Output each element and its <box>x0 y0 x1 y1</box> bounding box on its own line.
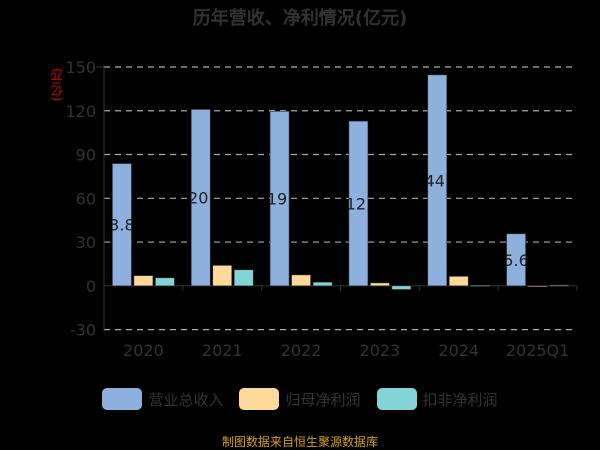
x-tick-label: 2020 <box>123 341 164 360</box>
x-tick-label: 2021 <box>202 341 243 360</box>
bar-2 <box>549 284 569 287</box>
bar-2 <box>312 281 333 287</box>
bar-0 <box>506 233 526 287</box>
bar-2 <box>470 285 491 287</box>
bar-value-label: 119.6 <box>257 190 303 209</box>
legend-label: 扣非净利润 <box>422 390 498 409</box>
bar-0 <box>427 74 448 287</box>
x-tick-label: 2024 <box>438 341 479 360</box>
footer-source: 制图数据来自恒生聚源数据库 <box>221 435 378 449</box>
bar-value-label: 83.82 <box>99 216 145 235</box>
y-tick-label: 150 <box>65 58 96 77</box>
legend-item[interactable]: 营业总收入 <box>102 388 223 410</box>
x-tick-label: 2023 <box>360 341 401 360</box>
legend: 营业总收入 归母净利润 扣非净利润 <box>0 388 600 410</box>
y-tick-label: 30 <box>76 233 96 252</box>
bar-1 <box>212 265 233 287</box>
chart-title: 历年营收、净利情况(亿元) <box>192 8 408 29</box>
legend-label: 营业总收入 <box>148 390 224 409</box>
legend-item[interactable]: 扣非净利润 <box>376 388 498 410</box>
bar-0 <box>112 163 132 287</box>
bar-value-label: 35.68 <box>493 251 539 270</box>
bar-1 <box>448 276 469 287</box>
legend-item[interactable]: 归母净利润 <box>239 388 361 410</box>
y-tick-label: 0 <box>86 277 96 296</box>
bar-2 <box>391 285 412 290</box>
bar-1 <box>370 282 390 287</box>
y-tick-label: -30 <box>70 321 96 340</box>
bar-0 <box>348 120 369 287</box>
bar-value-label: 112.9 <box>336 194 382 213</box>
legend-swatch <box>376 388 417 410</box>
bar-2 <box>233 269 254 287</box>
bar-2 <box>155 277 175 287</box>
bar-1 <box>291 274 311 287</box>
legend-swatch <box>239 388 280 410</box>
y-tick-label: 90 <box>76 146 96 165</box>
plot-area: -30 0 30 60 90 120 150 2020 83.82 2021 120.9 2022 11… <box>65 58 578 360</box>
x-tick-label: 2025Q1 <box>506 341 570 360</box>
legend-swatch <box>102 388 143 410</box>
legend-label: 归母净利润 <box>285 390 361 409</box>
y-tick-label: 120 <box>65 102 96 121</box>
bar-1 <box>133 275 154 287</box>
y-tick-label: 60 <box>76 189 96 208</box>
x-tick-label: 2022 <box>281 341 322 360</box>
bar-1 <box>527 285 548 287</box>
bar-0 <box>269 111 290 287</box>
bar-0 <box>190 109 211 287</box>
bar-value-label: 120.9 <box>178 189 224 208</box>
bar-value-label: 144.6 <box>414 171 460 190</box>
